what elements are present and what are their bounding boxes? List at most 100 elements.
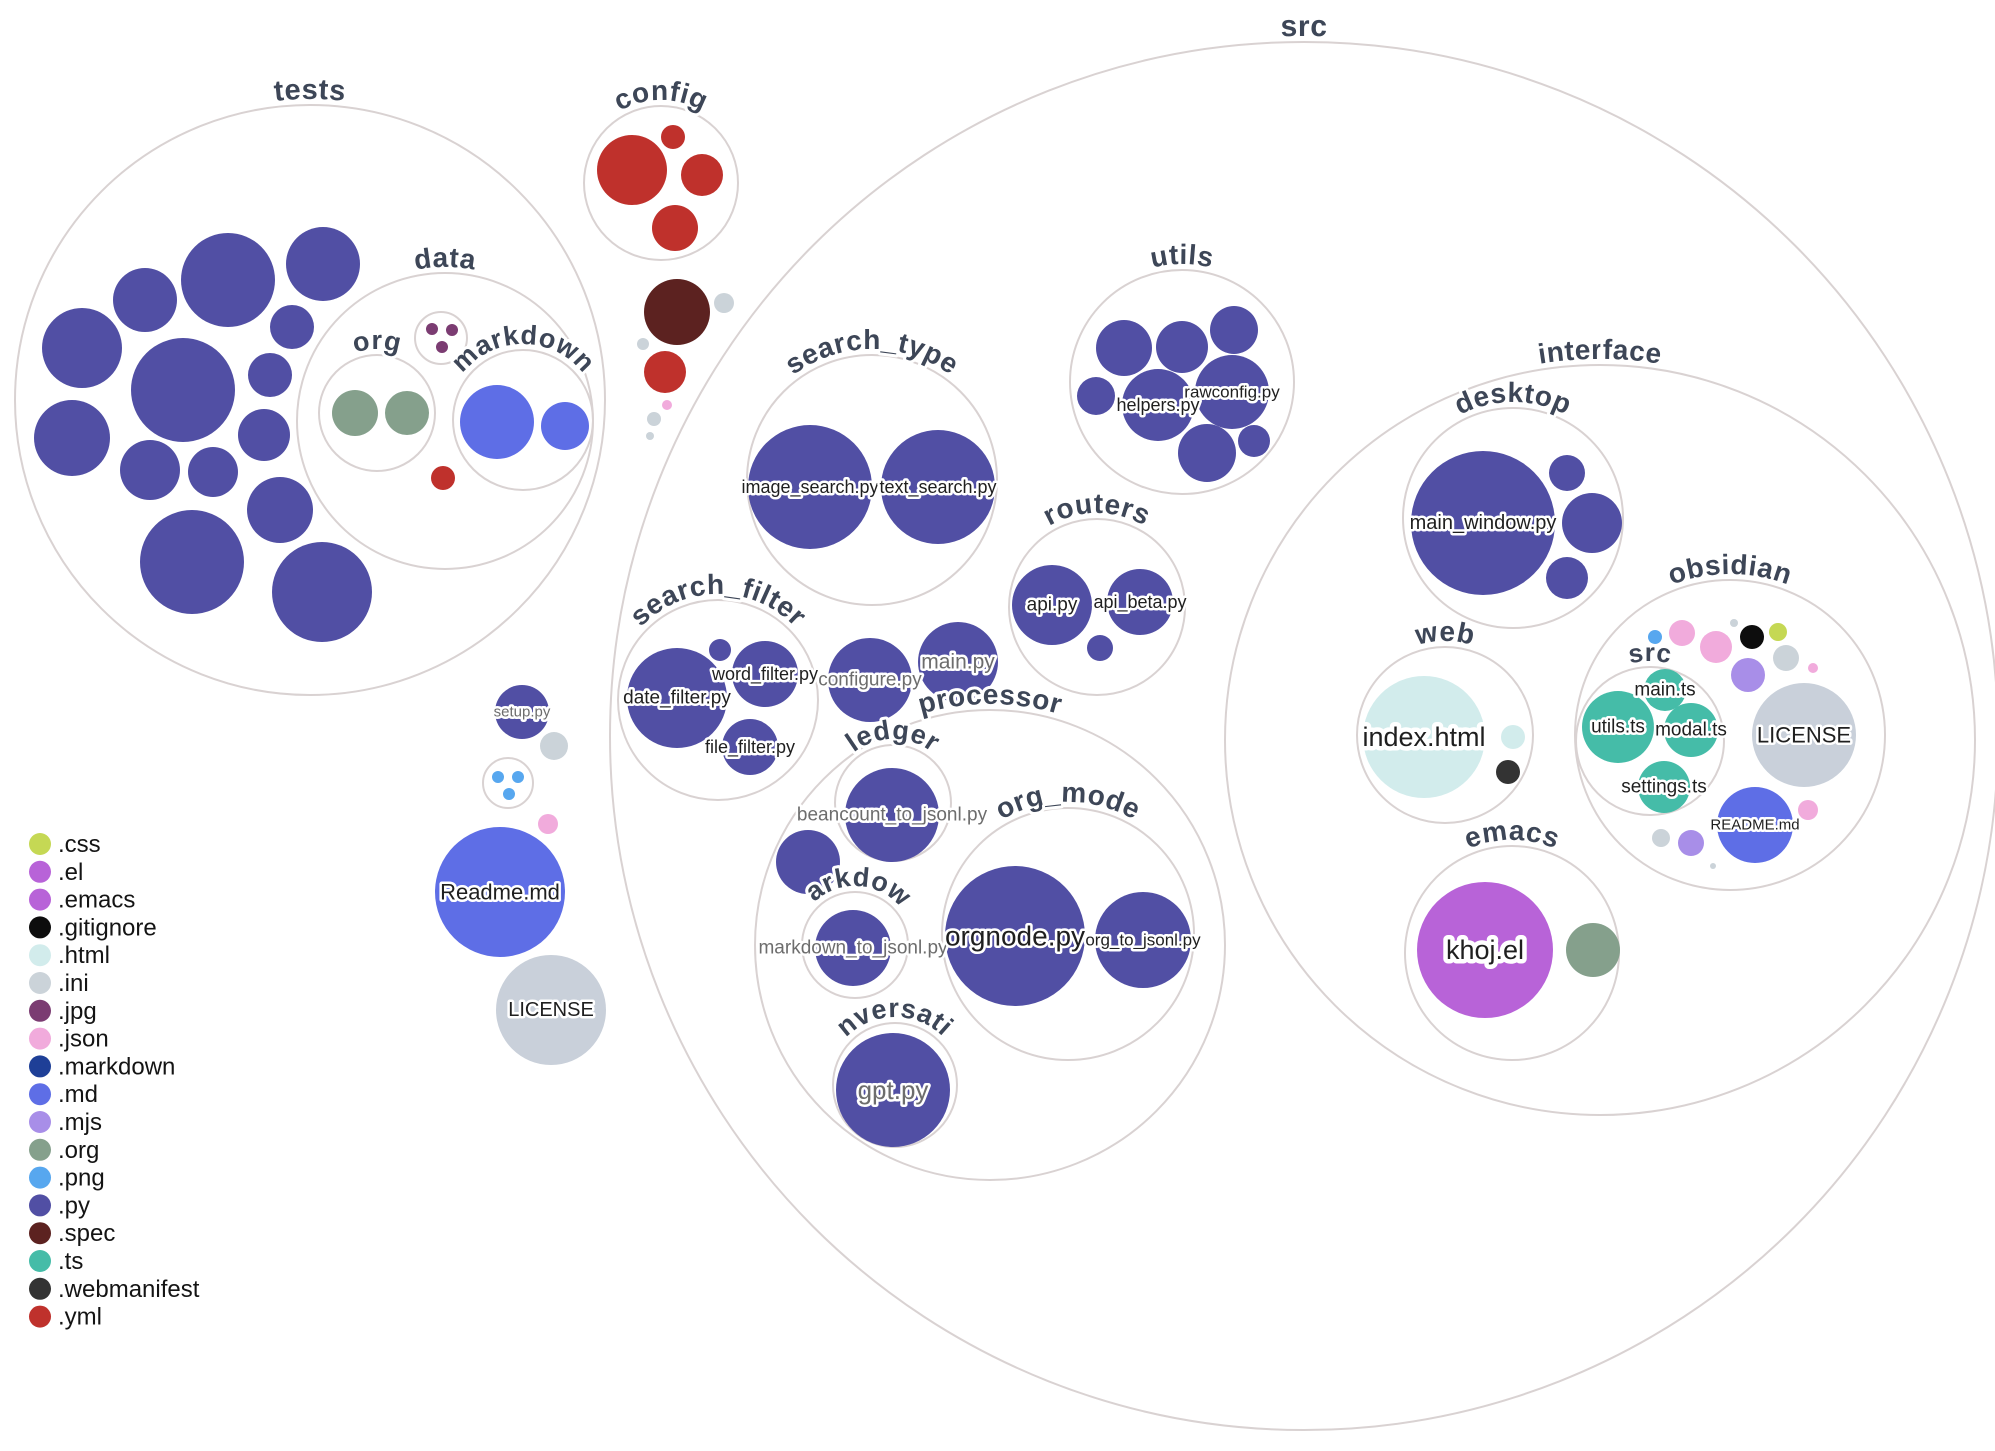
file-circle-py[interactable] — [113, 268, 177, 332]
file-circle-org[interactable] — [385, 391, 429, 435]
folder-circle-src-obsidian[interactable] — [1575, 666, 1725, 816]
file-circle-jpg[interactable] — [436, 341, 448, 353]
folder-circle-org[interactable] — [318, 354, 436, 472]
file-circle-date-filter-py[interactable] — [627, 648, 727, 748]
file-circle-license[interactable] — [496, 955, 606, 1065]
file-circle-py[interactable] — [272, 542, 372, 642]
folder-circle-jpg-folder[interactable] — [414, 311, 468, 365]
folder-circle-src[interactable] — [609, 41, 1995, 1431]
file-circle-license[interactable] — [1752, 683, 1856, 787]
file-circle-py[interactable] — [188, 447, 238, 497]
file-circle-mjs[interactable] — [1731, 658, 1765, 692]
file-circle-py[interactable] — [120, 440, 180, 500]
file-circle-yml[interactable] — [597, 135, 667, 205]
file-circle-main-window-py[interactable] — [1411, 451, 1555, 595]
file-circle-orgnode-py[interactable] — [945, 866, 1085, 1006]
file-circle-api-beta-py[interactable] — [1107, 569, 1173, 635]
file-circle-webmanifest[interactable] — [1496, 760, 1520, 784]
file-circle-py[interactable] — [1546, 557, 1588, 599]
file-circle-html[interactable] — [1501, 725, 1525, 749]
file-circle-py[interactable] — [42, 308, 122, 388]
file-circle-beancount-to-jsonl-py[interactable] — [845, 768, 939, 862]
file-circle-image-search-py[interactable] — [748, 425, 872, 549]
file-circle-main-py[interactable] — [918, 622, 998, 702]
file-circle-png[interactable] — [1648, 630, 1662, 644]
file-circle-org[interactable] — [332, 390, 378, 436]
file-circle-api-py[interactable] — [1012, 565, 1092, 645]
file-circle-py[interactable] — [140, 510, 244, 614]
folder-circle-png-folder[interactable] — [482, 757, 534, 809]
file-circle-py[interactable] — [1156, 321, 1208, 373]
file-circle-py[interactable] — [270, 305, 314, 349]
file-circle-md[interactable] — [460, 385, 534, 459]
file-circle-md[interactable] — [541, 402, 589, 450]
file-circle-settings-ts[interactable] — [1638, 761, 1690, 813]
file-circle-ini[interactable] — [637, 338, 649, 350]
file-circle-json[interactable] — [538, 814, 558, 834]
file-circle-readme-md[interactable] — [435, 827, 565, 957]
folder-circle-desktop[interactable] — [1402, 407, 1624, 629]
file-circle-ini[interactable] — [647, 412, 661, 426]
folder-circle-search_filter[interactable] — [617, 599, 819, 801]
file-circle-jpg[interactable] — [446, 324, 458, 336]
file-circle-yml[interactable] — [431, 466, 455, 490]
file-circle-file-filter-py[interactable] — [722, 719, 778, 775]
folder-circle-obsidian[interactable] — [1574, 579, 1886, 891]
file-circle-yml[interactable] — [644, 351, 686, 393]
file-circle-yml[interactable] — [652, 205, 698, 251]
file-circle-py[interactable] — [34, 400, 110, 476]
folder-circle-utils[interactable] — [1069, 269, 1295, 495]
file-circle-css[interactable] — [1769, 623, 1787, 641]
file-circle-py[interactable] — [181, 233, 275, 327]
file-circle-ini[interactable] — [1710, 863, 1716, 869]
folder-circle-config[interactable] — [583, 105, 739, 261]
file-circle-main-ts[interactable] — [1644, 669, 1686, 711]
folder-circle-tests[interactable] — [14, 104, 606, 696]
file-circle-json[interactable] — [1700, 631, 1732, 663]
file-circle-py[interactable] — [1238, 425, 1270, 457]
file-circle-org[interactable] — [1566, 923, 1620, 977]
file-circle-setup-py[interactable] — [495, 685, 549, 739]
file-circle-py[interactable] — [1077, 377, 1115, 415]
file-circle-png[interactable] — [503, 788, 515, 800]
folder-circle-web[interactable] — [1356, 646, 1534, 824]
file-circle-py[interactable] — [238, 409, 290, 461]
folder-circle-markdown-data[interactable] — [452, 349, 594, 491]
file-circle-modal-ts[interactable] — [1664, 703, 1718, 757]
file-circle-jpg[interactable] — [426, 323, 438, 335]
file-circle-khoj-el[interactable] — [1417, 882, 1553, 1018]
file-circle-json[interactable] — [1808, 663, 1818, 673]
file-circle-text-search-py[interactable] — [881, 430, 995, 544]
file-circle-index-html[interactable] — [1363, 676, 1485, 798]
file-circle-py[interactable] — [1210, 306, 1258, 354]
file-circle-readme-md[interactable] — [1717, 787, 1793, 863]
file-circle-configure-py[interactable] — [828, 638, 912, 722]
file-circle-spec[interactable] — [644, 279, 710, 345]
file-circle-py[interactable] — [1562, 493, 1622, 553]
file-circle-utils-ts[interactable] — [1582, 691, 1654, 763]
file-circle-py[interactable] — [247, 477, 313, 543]
file-circle-org-to-jsonl-py[interactable] — [1095, 892, 1191, 988]
file-circle-markdown-to-jsonl-py[interactable] — [815, 910, 891, 986]
file-circle-rawconfig-py[interactable] — [1195, 355, 1269, 429]
file-circle-ini[interactable] — [714, 293, 734, 313]
file-circle-py[interactable] — [248, 353, 292, 397]
file-circle-png[interactable] — [492, 771, 504, 783]
folder-circle-processor[interactable] — [754, 709, 1226, 1181]
file-circle-yml[interactable] — [681, 154, 723, 196]
folder-circle-org_mode[interactable] — [941, 807, 1195, 1061]
folder-circle-interface[interactable] — [1224, 364, 1976, 1116]
file-circle-json[interactable] — [1798, 800, 1818, 820]
file-circle-py[interactable] — [1549, 455, 1585, 491]
file-circle-yml[interactable] — [661, 125, 685, 149]
file-circle-py[interactable] — [286, 227, 360, 301]
file-circle-json[interactable] — [1669, 620, 1695, 646]
file-circle-mjs[interactable] — [1678, 830, 1704, 856]
file-circle-ini[interactable] — [646, 432, 654, 440]
folder-circle-routers[interactable] — [1008, 518, 1186, 696]
file-circle-gitignore[interactable] — [1740, 625, 1764, 649]
file-circle-py[interactable] — [131, 338, 235, 442]
file-circle-ini[interactable] — [1652, 829, 1670, 847]
file-circle-gpt-py[interactable] — [836, 1033, 950, 1147]
file-circle-py[interactable] — [1096, 320, 1152, 376]
